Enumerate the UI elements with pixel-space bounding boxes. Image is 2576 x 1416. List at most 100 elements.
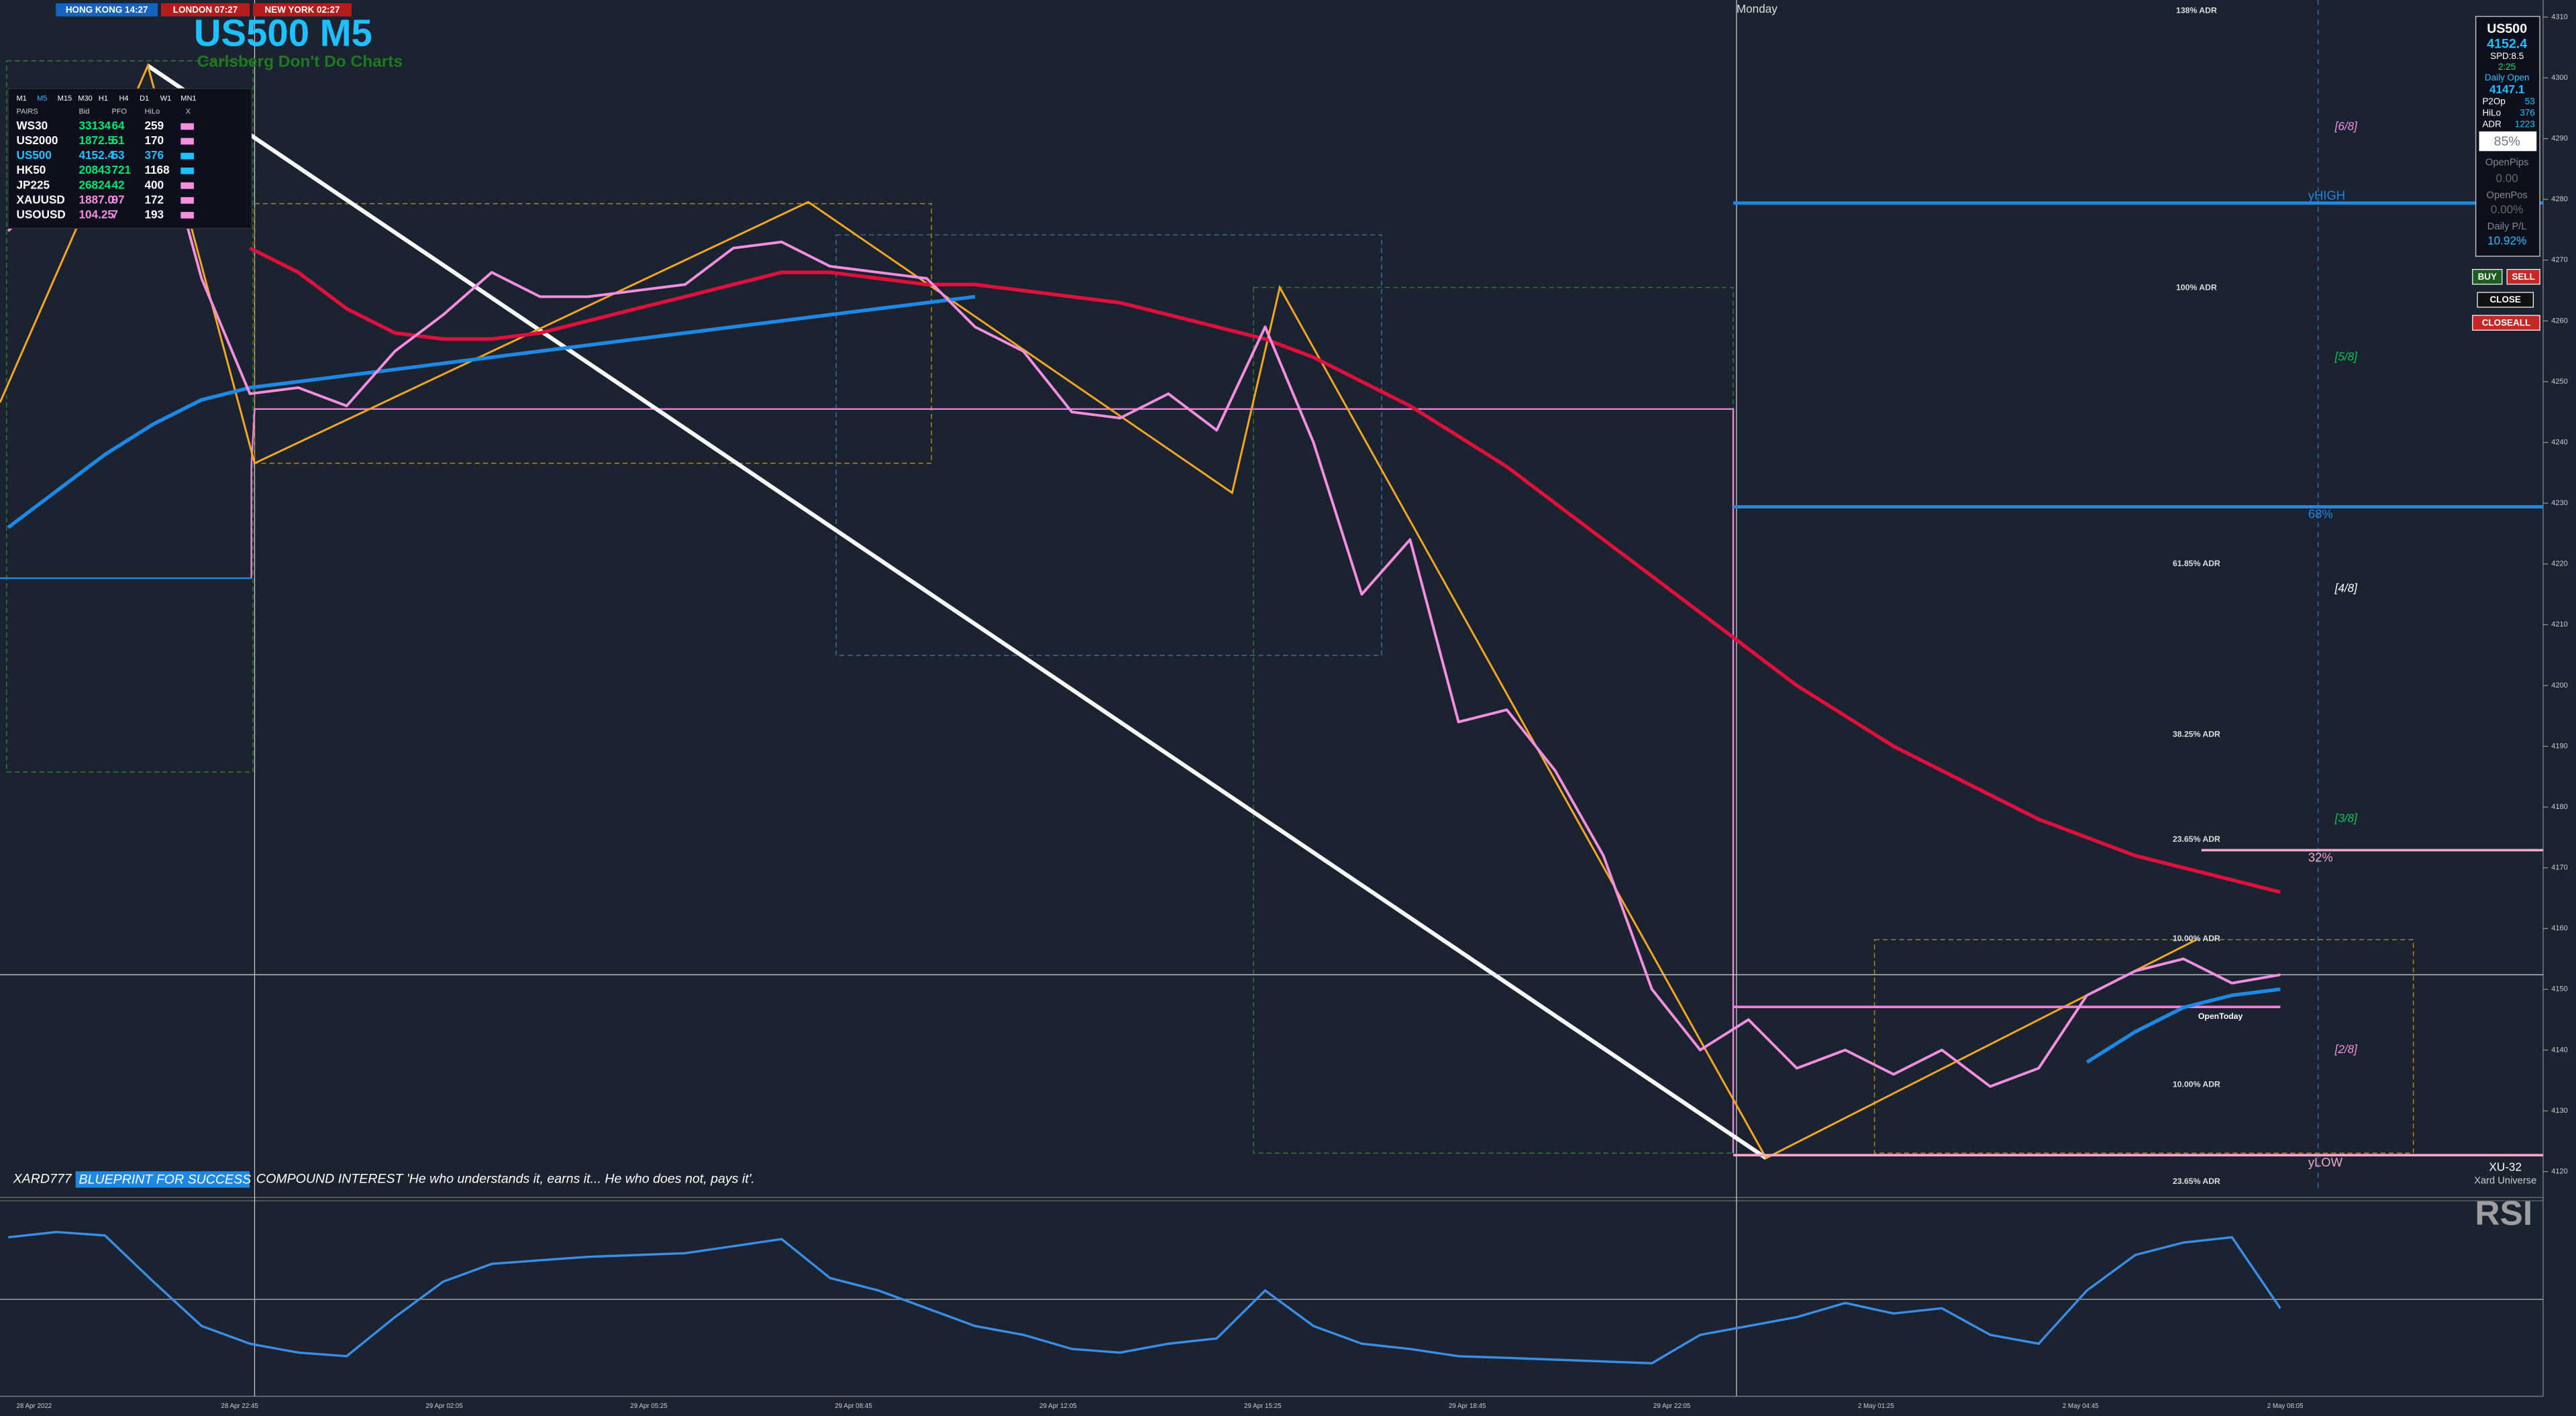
timeframe-tab: M30 — [78, 95, 92, 103]
stat-value: 1223 — [2515, 119, 2535, 129]
stat-label: HiLo — [2482, 108, 2501, 118]
info-symbol: US500 — [2487, 21, 2527, 36]
button-bg[interactable] — [2477, 292, 2534, 308]
footer-author: XARD777 — [13, 1172, 72, 1187]
zone-box — [254, 203, 932, 464]
signal-bar — [181, 167, 194, 174]
brand: XU-32 — [2489, 1160, 2522, 1174]
button-bg[interactable] — [2506, 269, 2540, 285]
y-tick-label: 4250 — [2551, 378, 2567, 386]
zone-box — [6, 60, 254, 773]
y-tick-label: 4290 — [2551, 135, 2567, 143]
column-header: X — [186, 107, 191, 115]
series-line — [7, 294, 2281, 1064]
scanner-cell: 26824 — [79, 178, 111, 191]
stat-value: 376 — [2520, 108, 2534, 118]
timeframe-tab: M15 — [58, 95, 72, 103]
info-label: OpenPos — [2487, 190, 2528, 201]
scanner-cell: US500 — [16, 148, 51, 162]
info-timer: 2:25 — [2498, 62, 2516, 72]
session-badge — [160, 3, 250, 17]
scanner-cell: 721 — [111, 163, 131, 176]
adr-label: 61.85% ADR — [2173, 559, 2220, 568]
zone-box — [835, 234, 1382, 656]
scanner-table: M1 M5 M15 M30 H1 H4 D1 W1 MN1 PAIRS Bid PFO HiLo X WS3… — [16, 95, 196, 221]
session-label: NEW YORK 02:27 — [265, 5, 340, 15]
footer-badge: BLUEPRINT FOR SUCCESS — [79, 1173, 252, 1187]
button-bg[interactable] — [2472, 315, 2540, 331]
stat-label: ADR — [2482, 119, 2502, 129]
info-label: Daily P/L — [2487, 221, 2527, 232]
button-label[interactable]: SELL — [2512, 272, 2534, 282]
column-header: Bid — [79, 107, 90, 115]
y-tick-label: 4130 — [2551, 1107, 2567, 1115]
adr-label: 38.25% ADR — [2173, 730, 2220, 739]
timeframe-tab: H1 — [99, 95, 108, 103]
y-tick-label: 4230 — [2551, 499, 2567, 507]
murray-label: [6/8] — [2334, 119, 2359, 133]
column-header: HiLo — [144, 107, 160, 115]
column-header: PAIRS — [16, 107, 38, 115]
murray-label: [5/8] — [2334, 349, 2359, 363]
brand: Xard Universe — [2474, 1176, 2536, 1187]
y-tick-label: 4260 — [2551, 317, 2567, 325]
sell-button[interactable]: SELL — [2506, 269, 2540, 285]
session-badge — [56, 3, 158, 17]
scanner-cell: USOUSD — [16, 207, 65, 221]
y-tick-label: 4180 — [2551, 803, 2567, 811]
adr-label: 23.65% ADR — [2173, 1177, 2220, 1186]
info-label: OpenPips — [2485, 157, 2529, 168]
scanner-cell: 104.25 — [79, 207, 115, 221]
x-tick-label: 29 Apr 15:25 — [1244, 1403, 1282, 1410]
signal-bar — [181, 197, 194, 204]
level-label: 32% — [2308, 850, 2333, 864]
y-tick-label: 4140 — [2551, 1046, 2567, 1054]
y-tick-label: 4200 — [2551, 682, 2567, 690]
scanner-cell: 259 — [144, 119, 164, 132]
y-tick-label: 4160 — [2551, 924, 2567, 932]
series-line — [7, 101, 2281, 1088]
button-bg[interactable] — [2472, 269, 2503, 285]
scanner-cell: 64 — [111, 119, 125, 132]
column-header: PFO — [111, 107, 127, 115]
scanner-cell: 33134 — [79, 119, 111, 132]
y-tick-label: 4150 — [2551, 985, 2567, 993]
signal-bar — [181, 152, 194, 160]
info-label: Daily Open — [2485, 72, 2530, 83]
scanner-cell: JP225 — [16, 178, 50, 191]
stat-label: P2Op — [2482, 96, 2505, 106]
scanner-cell: 51 — [111, 133, 125, 147]
button-label[interactable]: CLOSEALL — [2482, 318, 2530, 328]
adr-label: 10.00% ADR — [2173, 1079, 2220, 1089]
scanner-cell: 1872.5 — [79, 133, 115, 147]
y-tick-label: 4120 — [2551, 1168, 2567, 1176]
buy-button[interactable]: BUY — [2472, 269, 2503, 285]
trend-line — [146, 64, 1767, 1160]
button-label[interactable]: BUY — [2478, 272, 2497, 282]
scanner-cell: 400 — [144, 178, 164, 191]
x-tick-label: 29 Apr 05:25 — [630, 1403, 668, 1410]
info-daily-open: 4147.1 — [2489, 83, 2525, 96]
murray-label: [3/8] — [2334, 812, 2359, 825]
badge-bg — [75, 1171, 250, 1188]
percent-box — [2479, 131, 2537, 152]
button-label[interactable]: CLOSE — [2490, 294, 2521, 305]
scanner-cell: 170 — [144, 133, 164, 147]
murray-label: [4/8] — [2334, 581, 2359, 594]
day-label: Monday — [1737, 2, 1778, 15]
closeall-button[interactable]: CLOSEALL — [2472, 315, 2540, 331]
close-button[interactable]: CLOSE — [2477, 292, 2534, 308]
y-tick-label: 4300 — [2551, 74, 2567, 82]
info-value: 0.00% — [2491, 203, 2524, 216]
scanner-cell: 53 — [111, 148, 124, 162]
timeframe-tab: W1 — [160, 95, 171, 103]
scanner-cell: HK50 — [16, 163, 46, 176]
x-tick-label: 28 Apr 22:45 — [221, 1403, 258, 1410]
session-label: HONG KONG 14:27 — [66, 5, 148, 15]
scanner-cell: 97 — [111, 193, 124, 206]
adr-label: 138% ADR — [2176, 6, 2217, 15]
level-label: yHIGH — [2308, 188, 2345, 203]
session-label: LONDON 07:27 — [173, 5, 238, 15]
scanner-cell: 1168 — [144, 163, 169, 176]
scanner-panel — [7, 88, 252, 229]
